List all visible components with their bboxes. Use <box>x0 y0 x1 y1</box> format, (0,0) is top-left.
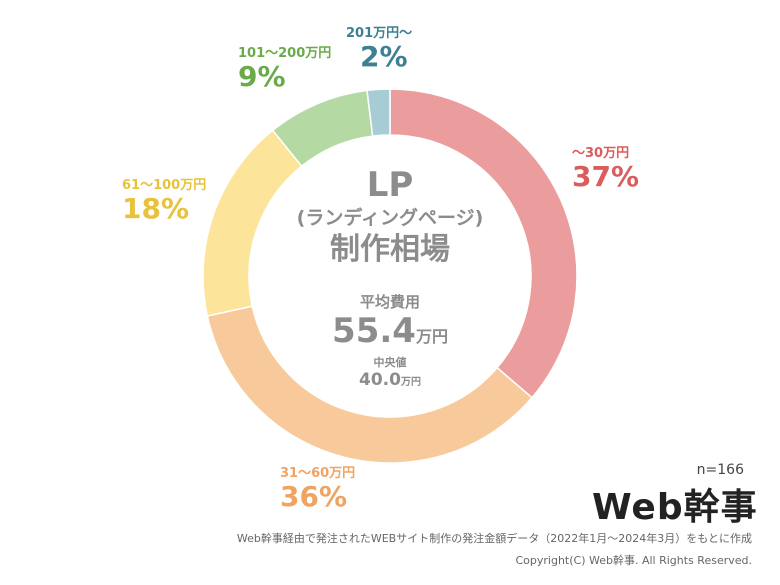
slice-pct-3: 9% <box>238 60 286 93</box>
slice-range-1: 31〜60万円 <box>280 466 356 481</box>
median-row: 40.0万円 <box>250 370 530 393</box>
slice-range-4: 201万円〜 <box>346 26 413 41</box>
web-kanji-logo: Web幹事 <box>592 487 758 528</box>
slice-range-2: 61〜100万円 <box>122 178 207 193</box>
slice-pct-0: 37% <box>572 160 640 193</box>
slice-label-2: 61〜100万円 18% <box>122 174 206 225</box>
slice-label-4: 201万円〜 2% <box>346 22 412 73</box>
donut-center: LP (ランディングページ) 制作相場 平均費用 55.4万円 中央値 40.0… <box>250 165 530 393</box>
average-value: 55.4 <box>332 311 416 351</box>
copyright: Copyright(C) Web幹事. All Rights Reserved. <box>515 554 752 567</box>
average-row: 55.4万円 <box>250 312 530 356</box>
source-footnote: Web幹事経由で発注されたWEBサイト制作の発注金額データ（2022年1月〜20… <box>236 532 752 545</box>
center-title-line1: LP <box>366 165 414 205</box>
slice-pct-1: 36% <box>280 480 348 513</box>
donut-slice-1 <box>206 305 534 464</box>
sample-size: n=166 <box>696 462 744 478</box>
donut-slice-0 <box>389 88 578 399</box>
slice-range-0: 〜30万円 <box>572 146 630 161</box>
center-title-line3: 制作相場 <box>330 232 450 267</box>
slice-pct-2: 18% <box>122 192 190 225</box>
slice-range-3: 101〜200万円 <box>238 46 332 61</box>
median-label: 中央値 <box>373 356 407 369</box>
donut-slice-4 <box>366 88 391 137</box>
median-value: 40.0 <box>359 370 401 390</box>
center-title-line2: (ランディングページ) <box>296 207 484 229</box>
median-unit: 万円 <box>400 377 421 388</box>
slice-pct-4: 2% <box>360 40 408 73</box>
average-label: 平均費用 <box>359 293 420 311</box>
slice-label-3: 101〜200万円 9% <box>238 42 331 93</box>
average-unit: 万円 <box>415 327 448 346</box>
slice-label-0: 〜30万円 37% <box>572 142 639 193</box>
slice-label-1: 31〜60万円 36% <box>280 462 355 513</box>
